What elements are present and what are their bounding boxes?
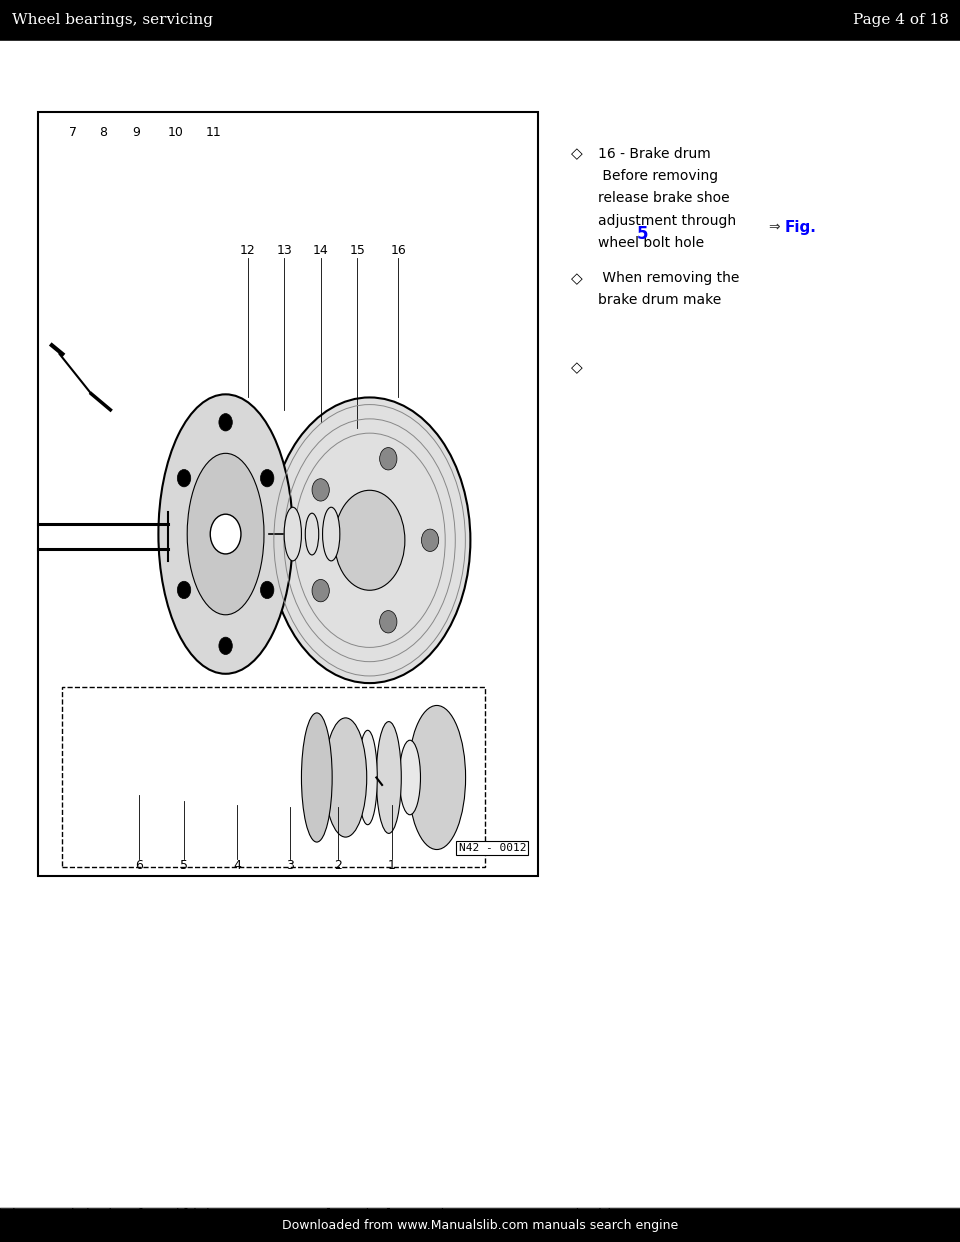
Circle shape [379, 611, 396, 633]
Text: 2: 2 [334, 859, 342, 872]
Ellipse shape [358, 730, 377, 825]
Bar [0, 0, 960, 40]
Circle shape [219, 414, 232, 431]
Text: Page 4 of 18: Page 4 of 18 [852, 12, 948, 27]
Circle shape [379, 447, 396, 469]
Circle shape [178, 581, 191, 599]
Ellipse shape [284, 507, 301, 561]
Circle shape [312, 478, 329, 501]
Text: 4: 4 [233, 859, 241, 872]
Text: 6: 6 [135, 859, 143, 872]
Text: Before removing: Before removing [598, 169, 718, 183]
Circle shape [312, 580, 329, 602]
Ellipse shape [376, 722, 401, 833]
Ellipse shape [269, 397, 470, 683]
Text: 14: 14 [313, 245, 328, 257]
Ellipse shape [187, 453, 264, 615]
Ellipse shape [399, 740, 420, 815]
Text: http://ebahn.bentleypublishers.com/vw/servlet/Display?action=Goto&type=repair&id: http://ebahn.bentleypublishers.com/vw/se… [12, 1208, 732, 1221]
Text: 12/7/2004: 12/7/2004 [881, 1208, 948, 1221]
Text: 5: 5 [180, 859, 188, 872]
Ellipse shape [323, 507, 340, 561]
Text: 13: 13 [276, 245, 292, 257]
Text: 11: 11 [205, 127, 221, 139]
Text: N42 - 0012: N42 - 0012 [459, 843, 526, 853]
Bar [62, 687, 485, 867]
Text: 15: 15 [349, 245, 365, 257]
Ellipse shape [408, 705, 466, 850]
Text: release brake shoe: release brake shoe [598, 191, 730, 205]
Text: 1: 1 [388, 859, 396, 872]
Text: 12: 12 [240, 245, 255, 257]
Text: 3: 3 [286, 859, 294, 872]
Ellipse shape [301, 713, 332, 842]
Text: ◇: ◇ [571, 271, 583, 286]
Bar [0, 1210, 960, 1242]
Text: 7: 7 [69, 127, 77, 139]
Circle shape [210, 514, 241, 554]
Text: Fig.: Fig. [784, 220, 816, 235]
Text: 5: 5 [636, 225, 648, 242]
Ellipse shape [158, 395, 293, 674]
Text: 16: 16 [391, 245, 406, 257]
Text: When removing the: When removing the [598, 271, 739, 284]
Text: 16 - Brake drum: 16 - Brake drum [598, 147, 710, 160]
Text: Downloaded from www.Manualslib.com manuals search engine: Downloaded from www.Manualslib.com manua… [282, 1220, 678, 1232]
Ellipse shape [334, 491, 405, 590]
Text: 10: 10 [168, 127, 183, 139]
Ellipse shape [324, 718, 367, 837]
Text: Wheel bearings, servicing: Wheel bearings, servicing [12, 12, 212, 27]
Circle shape [219, 637, 232, 655]
Circle shape [178, 469, 191, 487]
Circle shape [260, 469, 274, 487]
Text: wheel bolt hole: wheel bolt hole [598, 236, 705, 250]
Text: ◇: ◇ [571, 147, 583, 161]
Text: 9: 9 [132, 127, 140, 139]
Text: brake drum make: brake drum make [598, 293, 721, 307]
Text: ◇: ◇ [571, 360, 583, 375]
Ellipse shape [305, 513, 319, 555]
Circle shape [421, 529, 439, 551]
Bar [38, 112, 538, 876]
Circle shape [260, 581, 274, 599]
Text: ⇒: ⇒ [768, 220, 780, 233]
Text: adjustment through: adjustment through [598, 214, 736, 227]
Text: 8: 8 [99, 127, 107, 139]
